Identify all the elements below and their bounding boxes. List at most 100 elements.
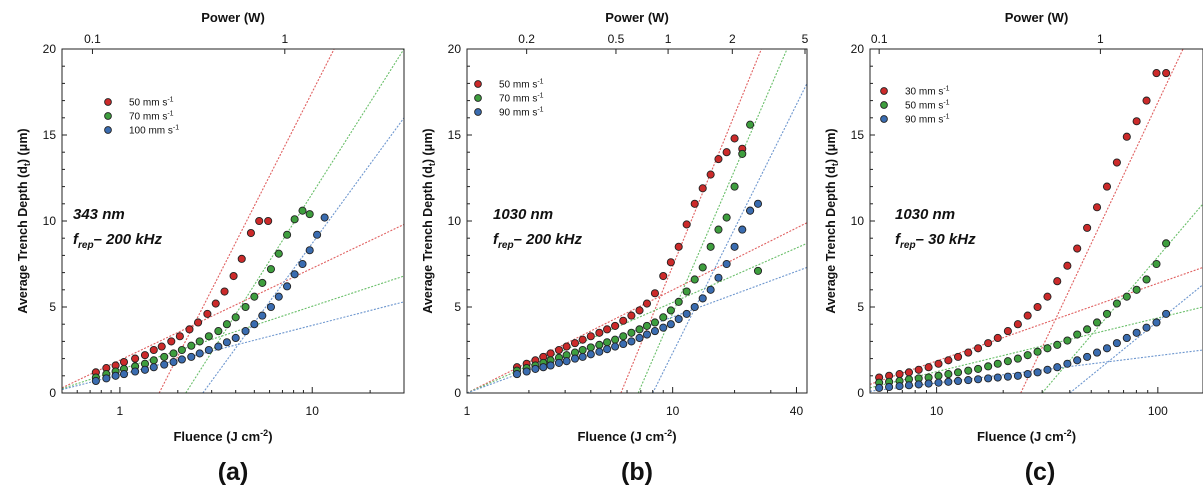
- data-point: [255, 216, 264, 226]
- data-point: [682, 287, 691, 296]
- data-point: [619, 332, 628, 341]
- data-point: [266, 265, 275, 274]
- data-point: [1053, 277, 1062, 286]
- data-point: [546, 361, 555, 370]
- data-point: [1102, 182, 1112, 191]
- data-point: [246, 228, 255, 238]
- data-point: [258, 278, 267, 287]
- data-point: [1162, 309, 1171, 318]
- data-point: [131, 367, 140, 376]
- data-point: [1063, 359, 1072, 368]
- data-point: [1102, 344, 1112, 353]
- x-tick-label: 10: [666, 404, 680, 418]
- data-point: [1033, 347, 1042, 356]
- data-point: [160, 352, 169, 361]
- annotation-rep-rate: frep– 200 kHz: [73, 231, 162, 251]
- data-point: [993, 333, 1002, 343]
- x-tick-label: 1: [117, 404, 124, 418]
- data-point: [914, 365, 923, 374]
- data-point: [1112, 158, 1121, 167]
- x-axis-label-end: ): [268, 429, 272, 444]
- data-point: [953, 352, 963, 361]
- annotation-sub: rep: [498, 240, 514, 251]
- data-point: [722, 148, 731, 157]
- data-point: [274, 249, 283, 258]
- annotation-sub: rep: [78, 240, 94, 251]
- data-point: [119, 370, 129, 379]
- data-point: [241, 302, 250, 312]
- y-tick-label: 5: [454, 300, 461, 314]
- data-point: [1033, 368, 1042, 377]
- legend-marker: [880, 115, 888, 123]
- data-point: [953, 376, 963, 386]
- data-point: [554, 345, 564, 355]
- data-point: [290, 270, 299, 279]
- data-point: [1073, 244, 1082, 253]
- legend-label-sup: -1: [943, 100, 949, 107]
- data-point: [177, 355, 186, 364]
- series-2: [875, 309, 1171, 392]
- data-point: [111, 371, 120, 380]
- top-tick-label: 1: [281, 32, 288, 46]
- data-point: [984, 374, 993, 383]
- data-point: [666, 306, 675, 315]
- data-point: [204, 332, 213, 341]
- legend: 50 mm s-170 mm s-190 mm s-1: [474, 79, 544, 119]
- y-axis-label: Average Trench Depth (dt) (μm): [421, 128, 437, 313]
- data-point: [964, 348, 973, 357]
- data-point: [554, 358, 564, 367]
- data-point: [934, 359, 943, 368]
- fit-line: [870, 306, 1203, 389]
- data-point: [1142, 275, 1151, 284]
- data-point: [895, 370, 904, 379]
- data-point: [659, 271, 668, 281]
- data-point: [674, 242, 683, 251]
- top-tick-label: 1: [1097, 32, 1104, 46]
- data-point: [578, 352, 587, 361]
- data-point: [578, 345, 587, 355]
- annotation-f: f: [493, 231, 500, 248]
- y-tick-label: 0: [857, 386, 864, 400]
- data-point: [682, 309, 691, 318]
- data-point: [706, 285, 715, 294]
- data-point: [586, 332, 595, 341]
- data-point: [157, 342, 166, 351]
- data-point: [1063, 261, 1072, 270]
- data-point: [175, 332, 184, 341]
- data-point: [659, 323, 668, 332]
- data-point: [659, 313, 668, 322]
- data-point: [203, 309, 212, 318]
- annotation-wavelength: 343 nm: [73, 206, 125, 223]
- data-point: [1023, 370, 1032, 379]
- legend-label-sup: -1: [943, 114, 949, 121]
- data-point: [1092, 203, 1102, 212]
- data-point: [1092, 348, 1102, 357]
- data-point: [1063, 336, 1072, 345]
- fit-line: [467, 242, 807, 393]
- x-axis-label-sup: -2: [1064, 428, 1072, 438]
- legend-label-text: 50 mm s: [905, 101, 943, 112]
- data-point: [91, 376, 100, 386]
- data-point: [1033, 302, 1042, 312]
- data-point: [211, 299, 220, 308]
- data-point: [195, 349, 204, 358]
- legend-label: 100 mm s-1: [129, 125, 179, 137]
- data-point: [746, 206, 755, 215]
- data-point: [666, 258, 675, 267]
- y-tick-label: 10: [43, 214, 57, 228]
- data-point: [320, 213, 329, 222]
- data-point: [1043, 365, 1052, 374]
- y-axis-label: Average Trench Depth (dt) (μm): [16, 128, 32, 313]
- data-point: [1013, 371, 1022, 380]
- data-point: [1122, 333, 1131, 343]
- top-axis-title: Power (W): [1005, 10, 1069, 25]
- fit-line: [1069, 284, 1203, 393]
- data-point: [578, 335, 587, 344]
- legend-label-sup: -1: [537, 79, 543, 86]
- annotation-f: f: [73, 231, 80, 248]
- data-point: [619, 316, 628, 325]
- data-point: [595, 347, 604, 356]
- y-axis-label: Average Trench Depth (dt) (μm): [824, 128, 840, 313]
- y-tick-label: 15: [43, 128, 57, 142]
